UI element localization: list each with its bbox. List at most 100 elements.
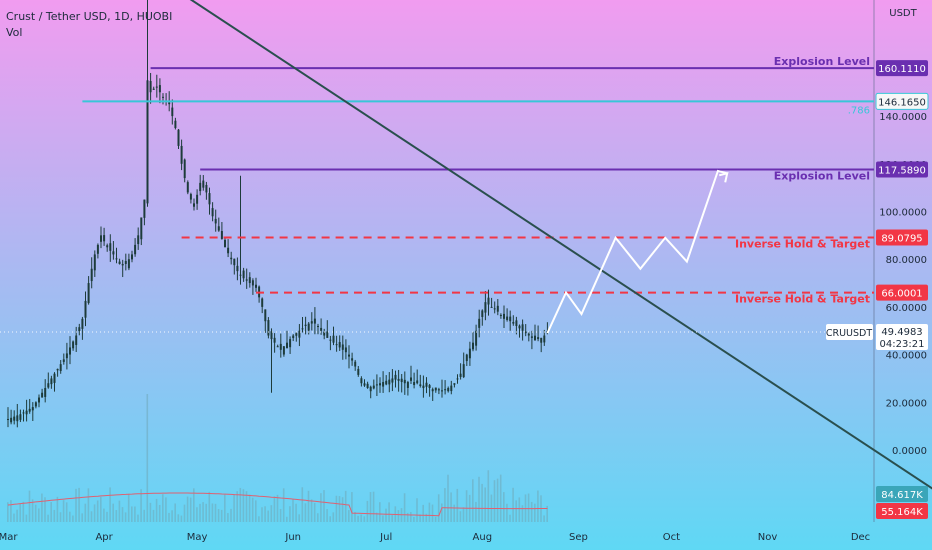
volume-bar [205,503,207,522]
volume-bar [499,474,502,522]
volume-bar [410,512,412,522]
volume-bar [245,491,248,522]
candle-body [239,274,242,276]
candle-body [503,313,505,319]
candle-body [134,244,137,255]
volume-bar [236,491,238,522]
volume-bar [171,510,173,522]
time-tick: Aug [473,532,493,543]
volume-bar [81,513,83,522]
candle-body [478,318,481,328]
candle-body [47,383,50,388]
volume-bar [493,480,496,522]
volume-bar [481,483,483,522]
candle-body [363,383,366,386]
price-tick: 80.0000 [886,255,927,266]
volume-bar [270,505,273,522]
volume-bar [313,502,316,522]
volume-bar [59,512,62,522]
volume-bar [332,512,335,522]
volume-bar [431,504,434,522]
candle-body [493,308,496,310]
candle-body [453,383,456,385]
volume-bar [69,511,71,522]
volume-bar [379,502,381,522]
volume-bar [124,512,127,522]
candle-body [90,268,93,282]
candle-body [298,330,301,338]
candle-body [459,373,462,377]
candle-body [183,159,186,179]
time-tick: Nov [758,532,778,543]
candle-body [348,354,350,357]
candle-body [38,397,40,403]
volume-bar [177,514,180,522]
volume-bar [341,497,344,522]
candle-body [360,378,363,384]
candle-body [186,182,189,193]
candle-body [174,120,177,129]
candle-body [217,226,220,231]
time-tick: Oct [663,532,680,543]
candle-body [100,235,102,242]
candle-body [279,343,282,350]
trendline[interactable] [151,0,932,502]
candle-body [344,347,347,353]
candle-body [323,331,326,336]
projection-path[interactable] [546,169,728,334]
volume-bar [214,503,217,522]
candle-body [540,337,543,343]
volume-bar [168,512,170,522]
volume-bar [518,497,521,522]
volume-bar [53,509,56,522]
candle-body [515,320,518,326]
candle-body [171,107,174,117]
candle-body [465,354,468,362]
candle-body [468,348,471,359]
volume-bar [310,499,313,522]
candle-body [152,88,155,90]
volume-bar [220,509,223,522]
symbol-tag-text: CRUUSDT [826,328,872,339]
candle-body [509,316,512,322]
candle-body [25,410,28,415]
candle-body [59,364,62,372]
projection-group[interactable] [546,169,729,334]
volume-bar [16,509,18,522]
candle-body [307,323,310,331]
volume-bar [428,502,431,522]
volume-legend: Vol [6,26,22,39]
candle-body [282,346,285,355]
price-tick: 20.0000 [886,398,927,409]
candle-body [155,86,158,88]
volume-bar [180,515,183,522]
candle-body [496,305,499,312]
candle-body [112,251,115,255]
time-axis[interactable]: Mar Apr May Jun Jul Aug Sep Oct Nov Dec [0,532,870,543]
volume-bar [462,507,465,522]
volume-bar [56,496,59,522]
volume-bar [90,511,93,522]
candle-body [301,328,304,330]
candle-body [118,261,121,264]
volume-bar [459,511,462,522]
volume-bar [72,515,74,522]
candle-body [481,310,484,317]
candle-body [341,344,344,350]
price-badge-text: 89.0795 [881,234,922,245]
candle-body [329,339,332,341]
candle-body [208,193,211,205]
candle-body [276,346,279,348]
candle-body [326,331,329,338]
price-badge [876,229,928,246]
candle-body [140,217,143,240]
volume-bar [366,500,369,522]
candle-body [84,300,87,318]
volume-bar [251,497,254,522]
volume-bar [425,513,428,522]
candle-body [410,377,412,381]
candle-body [124,260,127,264]
trendline-group[interactable] [151,0,932,502]
volume-bar [131,506,133,522]
